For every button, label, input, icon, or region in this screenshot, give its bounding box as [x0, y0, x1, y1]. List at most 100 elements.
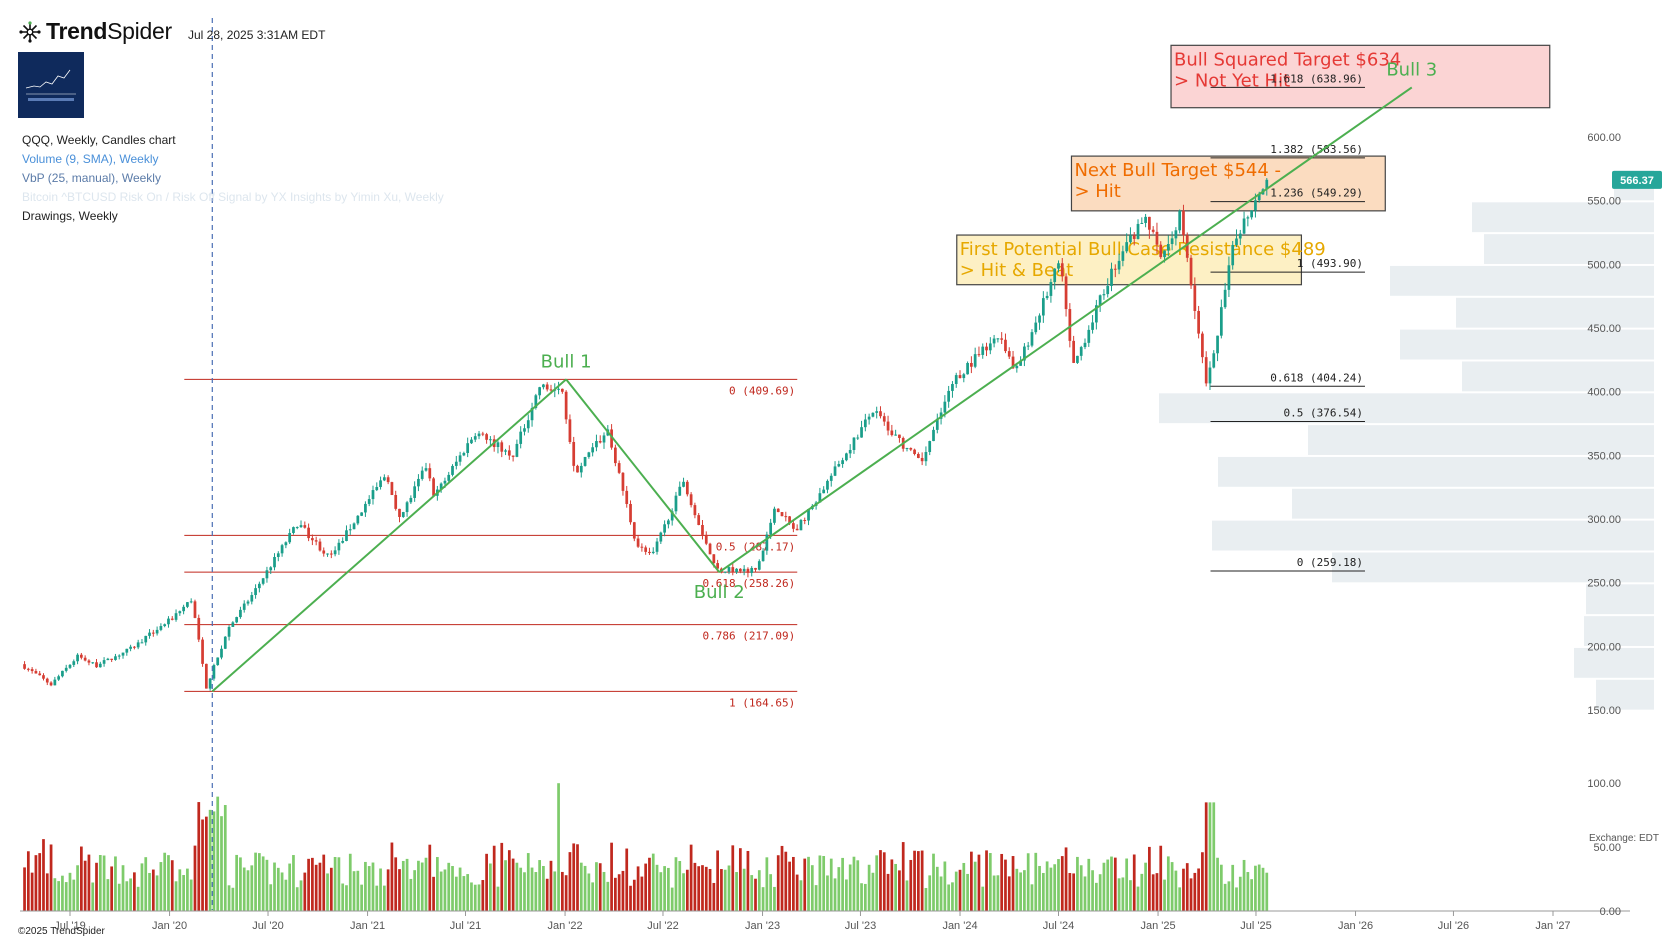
fib-level-label: 0.618 (404.24) — [1270, 371, 1363, 384]
candle-body — [545, 384, 549, 390]
candle-body — [848, 449, 852, 454]
candle-body — [311, 538, 314, 541]
volume-bar — [458, 867, 462, 911]
candle-body — [970, 362, 973, 367]
candle-body — [91, 662, 95, 664]
candle-body — [708, 543, 712, 555]
volume-bar — [1053, 864, 1057, 911]
volume-bar — [382, 885, 386, 911]
volume-bar — [258, 853, 261, 911]
volume-bar — [1193, 872, 1197, 911]
volume-bar — [826, 875, 829, 911]
volume-bar — [413, 870, 417, 911]
candle-body — [617, 463, 621, 473]
volume-bar — [924, 887, 928, 911]
volume-bar — [208, 809, 212, 911]
candle-body — [413, 486, 417, 498]
candle-body — [943, 401, 947, 413]
volume-bar — [1201, 852, 1204, 911]
vbp-bar — [1400, 329, 1654, 360]
candle-body — [223, 636, 227, 649]
candle-body — [79, 654, 83, 658]
volume-bar — [818, 855, 822, 911]
candle-body — [114, 656, 117, 660]
candle-body — [799, 520, 803, 531]
volume-bar — [242, 867, 246, 911]
volume-bar — [822, 855, 826, 911]
volume-bar — [678, 861, 682, 911]
candle-body — [235, 617, 239, 623]
volume-bar — [1000, 853, 1004, 911]
volume-bar — [23, 867, 26, 911]
volume-bar — [776, 855, 780, 911]
volume-bar — [424, 857, 428, 911]
volume-bar — [34, 855, 38, 911]
legend-title[interactable]: QQQ, Weekly, Candles chart — [22, 133, 176, 147]
candle-body — [496, 442, 500, 447]
volume-bar — [1166, 856, 1170, 911]
legend-drawings[interactable]: Drawings, Weekly — [22, 209, 118, 223]
legend-vbp[interactable]: VbP (25, manual), Weekly — [22, 171, 161, 185]
volume-bar — [788, 861, 791, 911]
indicator-thumbnail-image[interactable] — [18, 52, 84, 118]
candle-body — [981, 346, 985, 355]
volume-bar — [151, 869, 155, 911]
x-tick-label: Jul '20 — [252, 920, 283, 932]
volume-bar — [591, 882, 595, 911]
candle-body — [193, 601, 197, 618]
candle-body — [538, 387, 541, 396]
candle-body — [890, 430, 894, 436]
volume-bar — [454, 876, 458, 911]
candle-body — [197, 617, 201, 640]
candles[interactable] — [23, 178, 1269, 691]
candle-body — [345, 530, 348, 541]
vbp-bar — [1472, 202, 1654, 233]
candle-body — [276, 553, 280, 557]
candle-body — [598, 441, 602, 443]
volume-bar — [939, 876, 943, 911]
legend-bitcoin-signal[interactable]: Bitcoin ^BTCUSD Risk On / Risk Off Signa… — [22, 190, 444, 204]
volume-bar — [1113, 857, 1117, 911]
volume-bar — [49, 844, 53, 911]
candle-body — [1254, 200, 1257, 211]
candle-body — [1201, 333, 1204, 358]
volume-bar — [201, 819, 204, 911]
volume-bar — [1083, 876, 1087, 911]
volume-bar — [553, 871, 557, 911]
volume-bar — [45, 873, 49, 911]
candle-body — [750, 567, 754, 573]
candle-body — [591, 447, 595, 453]
volume-bar — [1231, 864, 1235, 911]
candle-body — [1204, 357, 1208, 384]
candle-body — [1117, 260, 1121, 270]
volume-bar — [1246, 872, 1250, 911]
candle-body — [1110, 268, 1113, 286]
volume-bar — [602, 871, 606, 911]
volume-bar — [920, 850, 924, 911]
candle-body — [621, 472, 625, 491]
last-price-label: 566.37 — [1620, 175, 1654, 187]
vbp-bar — [1456, 297, 1654, 328]
fib-level-label: 1.236 (549.29) — [1270, 187, 1363, 200]
volume-bar — [129, 878, 132, 911]
volume-bar — [538, 860, 541, 911]
legend-volume[interactable]: Volume (9, SMA), Weekly — [22, 152, 159, 166]
candle-body — [784, 516, 788, 518]
volume-bar — [348, 853, 352, 911]
volume-bar — [526, 853, 530, 911]
candle-body — [973, 354, 977, 367]
volume-bar — [76, 865, 79, 911]
volume-bar — [303, 872, 307, 911]
candle-body — [1151, 229, 1155, 232]
volume-bar — [492, 845, 496, 911]
volume-bar — [364, 861, 367, 911]
candle-body — [1178, 210, 1182, 231]
candle-body — [307, 527, 310, 539]
volume-bar — [799, 880, 803, 911]
elliott-trend-lines[interactable]: Bull 1 Bull 2 Bull 3 — [211, 59, 1437, 693]
candle-body — [1038, 315, 1041, 323]
volume-bar — [318, 862, 322, 911]
volume-bar — [761, 887, 765, 911]
x-tick-label: Jan '26 — [1338, 920, 1373, 932]
